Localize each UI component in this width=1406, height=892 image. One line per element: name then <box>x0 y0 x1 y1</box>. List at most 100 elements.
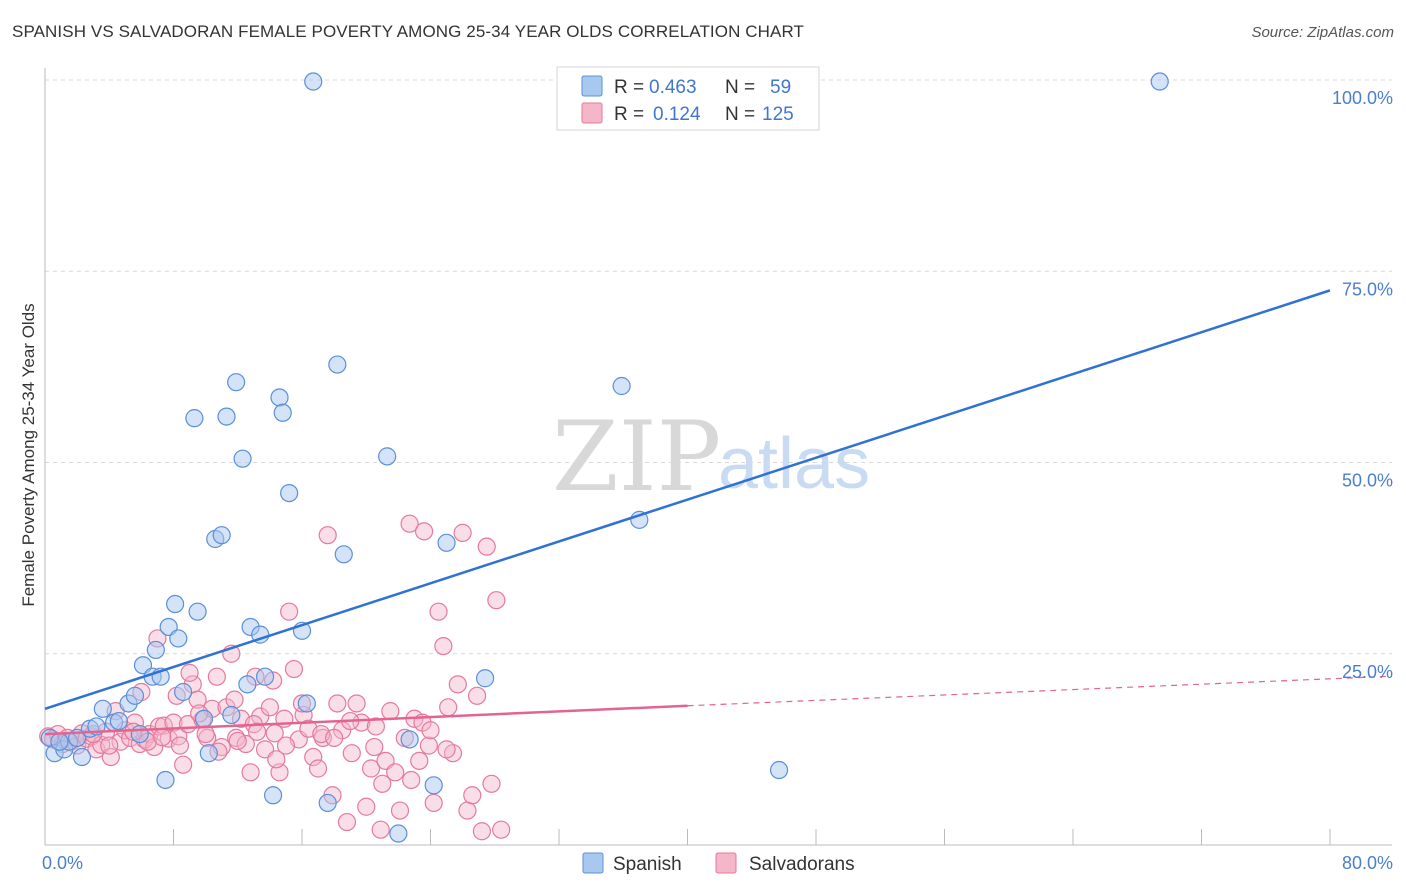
salvadoran-point-28 <box>174 755 193 774</box>
legend-salvadoran-r-value: 0.124 <box>653 104 701 125</box>
axes <box>44 68 1392 846</box>
salvadoran-point-123 <box>247 722 267 741</box>
salvadoran-point-60 <box>328 694 347 713</box>
spanish-point-8 <box>93 699 112 718</box>
salvadoran-point-66 <box>357 797 376 816</box>
salvadoran-point-87 <box>458 801 477 820</box>
salvadoran-point-94 <box>492 820 511 839</box>
salvadoran-point-115 <box>100 736 119 755</box>
spanish-point-51 <box>437 533 456 552</box>
salvadoran-point-119 <box>170 736 190 755</box>
spanish-point-37 <box>263 786 283 805</box>
bottom-legend-salvadoran-swatch <box>715 852 737 874</box>
spanish-point-38 <box>270 388 289 407</box>
salvadoran-point-42 <box>241 763 260 782</box>
salvadoran-point-55 <box>304 747 323 767</box>
spanish-point-22 <box>174 682 193 702</box>
bottom-legend-spanish-label: Spanish <box>613 854 682 875</box>
legend-salvadoran-swatch <box>581 102 603 124</box>
trend-lines <box>44 289 1393 736</box>
spanish-point-10 <box>109 711 128 731</box>
salvadoran-point-118 <box>153 728 172 747</box>
salvadoran-point-75 <box>400 514 419 533</box>
spanish-point-31 <box>227 373 246 392</box>
watermark-zip: ZIP <box>552 401 721 513</box>
salvadoran-point-103 <box>276 736 296 755</box>
salvadoran-point-81 <box>429 602 448 621</box>
spanish-point-43 <box>304 72 323 91</box>
spanish-point-12 <box>125 686 145 705</box>
salvadoran-point-100 <box>225 690 244 709</box>
salvadoran-point-23 <box>149 717 169 736</box>
spanish-point-48 <box>389 824 408 843</box>
spanish-point-26 <box>199 744 218 763</box>
bottom-legend-salvadoran-label: Salvadorans <box>749 854 855 875</box>
salvadoran-point-93 <box>487 591 506 610</box>
spanish-point-56 <box>769 760 789 780</box>
spanish-point-42 <box>297 694 316 713</box>
tick-labels: 25.0% 50.0% 75.0% 100.0% 0.0% 80.0% <box>42 88 1393 873</box>
legend-salvadoran-r-label: R = <box>614 104 644 125</box>
salvadoran-point-46 <box>260 698 279 717</box>
salvadoran-point-67 <box>361 759 381 778</box>
salvadoran-trend-extension <box>687 675 1393 707</box>
spanish-point-21 <box>169 629 188 648</box>
spanish-point-44 <box>318 793 337 813</box>
spanish-point-54 <box>612 376 631 396</box>
spanish-point-40 <box>280 484 299 503</box>
y-tick-label-0: 25.0% <box>1342 662 1393 682</box>
spanish-point-33 <box>238 675 257 694</box>
salvadoran-point-15 <box>111 732 130 751</box>
spanish-point-47 <box>378 447 397 466</box>
legend-spanish-r-label: R = <box>614 77 644 98</box>
spanish-point-28 <box>212 526 231 545</box>
salvadoran-point-58 <box>318 526 337 545</box>
spanish-point-30 <box>222 705 241 725</box>
x-tick-label-0: 0.0% <box>42 853 83 873</box>
salvadoran-point-31 <box>188 690 207 709</box>
chart-title: SPANISH VS SALVADORAN FEMALE POVERTY AMO… <box>12 22 805 41</box>
spanish-point-58 <box>50 732 69 751</box>
salvadoran-point-68 <box>366 717 385 736</box>
spanish-point-29 <box>217 407 236 426</box>
legend-salvadoran-n-value: 125 <box>762 104 794 125</box>
salvadoran-point-51 <box>284 659 304 679</box>
salvadoran-point-79 <box>419 736 438 755</box>
spanish-point-16 <box>146 640 165 660</box>
spanish-point-50 <box>424 776 443 795</box>
spanish-point-25 <box>194 709 214 728</box>
spanish-point-57 <box>1150 72 1169 91</box>
salvadoran-point-72 <box>386 763 405 782</box>
salvadoran-point-91 <box>477 537 496 556</box>
spanish-point-32 <box>233 449 252 468</box>
salvadoran-point-124 <box>267 750 286 769</box>
spanish-point-13 <box>130 724 149 744</box>
salvadoran-point-98 <box>180 663 199 682</box>
spanish-trend-line <box>44 289 1331 711</box>
salvadoran-point-90 <box>472 822 491 841</box>
spanish-point-52 <box>476 669 495 688</box>
salvadoran-point-110 <box>402 770 421 790</box>
salvadoran-point-77 <box>410 751 429 770</box>
y-tick-label-2: 75.0% <box>1342 279 1393 299</box>
salvadoran-point-71 <box>381 702 400 721</box>
salvadoran-point-109 <box>373 774 392 793</box>
salvadoran-point-85 <box>448 675 467 694</box>
spanish-point-18 <box>156 770 175 790</box>
spanish-point-39 <box>273 403 292 422</box>
spanish-point-24 <box>188 602 207 621</box>
salvadoran-point-26 <box>164 713 183 732</box>
salvadoran-point-112 <box>421 721 440 740</box>
salvadoran-point-82 <box>434 636 453 656</box>
salvadoran-point-78 <box>414 522 434 541</box>
bottom-legend: Spanish Salvadorans <box>582 852 855 875</box>
y-tick-label-1: 50.0% <box>1342 471 1393 491</box>
spanish-point-36 <box>255 667 275 686</box>
spanish-point-49 <box>400 730 419 749</box>
salvadoran-point-73 <box>390 801 410 820</box>
bottom-legend-spanish-swatch <box>582 852 604 874</box>
salvadoran-point-108 <box>365 737 384 757</box>
gridlines <box>45 79 1392 655</box>
salvadoran-point-50 <box>280 602 299 621</box>
